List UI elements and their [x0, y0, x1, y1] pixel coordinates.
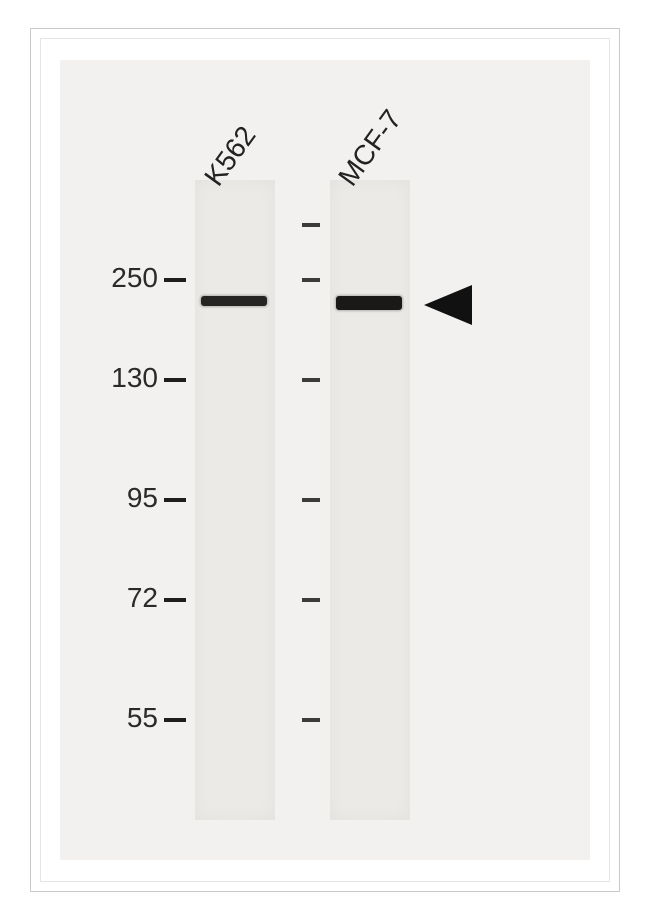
mid-tick — [302, 223, 320, 227]
band-arrow-icon — [424, 285, 472, 325]
mid-tick — [302, 278, 320, 282]
mid-tick — [302, 378, 320, 382]
blot-lane — [330, 180, 410, 820]
mw-dash — [164, 498, 186, 502]
mw-dash — [164, 598, 186, 602]
mw-label: 55 — [78, 702, 158, 734]
protein-band — [336, 296, 402, 310]
mid-tick — [302, 498, 320, 502]
mw-label: 95 — [78, 482, 158, 514]
mw-dash — [164, 278, 186, 282]
protein-band — [201, 296, 267, 306]
mid-tick — [302, 718, 320, 722]
mw-label: 130 — [78, 362, 158, 394]
plot-background — [60, 60, 590, 860]
mw-label: 250 — [78, 262, 158, 294]
mid-tick — [302, 598, 320, 602]
mw-dash — [164, 378, 186, 382]
mw-label: 72 — [78, 582, 158, 614]
mw-dash — [164, 718, 186, 722]
blot-lane — [195, 180, 275, 820]
